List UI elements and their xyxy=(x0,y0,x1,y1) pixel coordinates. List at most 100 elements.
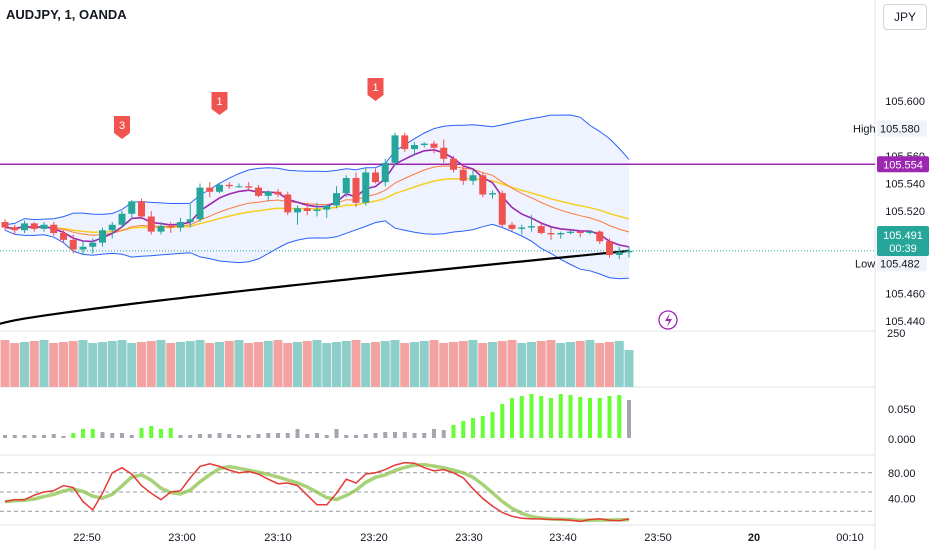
high-value-box xyxy=(877,120,927,137)
price-tick-label: 105.520 xyxy=(885,206,925,218)
volume-bar xyxy=(575,341,585,387)
candle-body xyxy=(264,191,272,196)
price-tick-label: 105.460 xyxy=(885,289,925,301)
symbol-title[interactable]: AUDJPY, 1, OANDA xyxy=(6,7,127,22)
volume-bar xyxy=(49,343,59,387)
volume-bar xyxy=(29,341,39,387)
oscillator-bar xyxy=(324,435,329,438)
candle-body xyxy=(60,233,67,240)
volume-tick-label: 250 xyxy=(887,328,905,340)
low-label: Low xyxy=(855,258,875,270)
candle-body xyxy=(323,205,331,210)
oscillator-bar xyxy=(266,433,271,438)
candle-body xyxy=(459,169,467,181)
oscillator-bar xyxy=(246,435,251,438)
volume-bar xyxy=(176,342,185,387)
volume-bar xyxy=(293,342,302,387)
oscillator-bar xyxy=(422,433,427,438)
osc-tick-label: 0.000 xyxy=(888,434,916,446)
countdown-value: 00:39 xyxy=(889,243,917,255)
volume-bar xyxy=(351,340,361,387)
volume-bar xyxy=(39,340,49,387)
signal-marker: 3 xyxy=(114,116,130,139)
candle-body xyxy=(450,158,457,170)
candle-body xyxy=(79,246,87,250)
oscillator-bar xyxy=(393,432,397,438)
candle-body xyxy=(186,219,194,222)
volume-bar xyxy=(371,342,380,387)
oscillator-bar xyxy=(315,433,319,438)
bollinger-band-fill xyxy=(5,115,629,279)
lightning-icon-bolt xyxy=(665,313,672,327)
candle-body xyxy=(411,145,418,150)
volume-bar xyxy=(78,340,88,387)
candle-body xyxy=(128,201,136,214)
volume-bar xyxy=(527,342,536,387)
oscillator-bar xyxy=(276,433,280,438)
oscillator-bar xyxy=(363,434,368,438)
oscillator-bar xyxy=(110,433,115,438)
volume-bar xyxy=(429,340,439,387)
candle-body xyxy=(313,209,321,211)
oscillator-bar xyxy=(81,429,85,438)
stoch-tick-label: 80.00 xyxy=(888,468,916,480)
oscillator-bar xyxy=(519,396,524,438)
time-tick-label: 23:50 xyxy=(644,532,672,544)
candle-body xyxy=(274,191,282,195)
volume-bar xyxy=(556,343,566,387)
volume-bar xyxy=(585,340,595,387)
candle-body xyxy=(489,193,496,195)
volume-bar xyxy=(478,343,488,387)
candle-body xyxy=(177,222,184,228)
volume-bar xyxy=(468,340,478,387)
signal-marker: 1 xyxy=(211,92,228,115)
bollinger-lower-line xyxy=(4,220,630,280)
high-value: 105.580 xyxy=(880,124,920,136)
volume-bar xyxy=(488,342,497,387)
candle-body xyxy=(498,193,506,225)
oscillator-bar xyxy=(217,433,222,438)
candle-body xyxy=(586,231,594,233)
volume-bar xyxy=(195,340,205,387)
candle-body xyxy=(401,135,409,150)
time-tick-label: 20 xyxy=(748,532,760,544)
oscillator-bar xyxy=(627,400,631,438)
candle-body xyxy=(420,143,428,145)
candle-body xyxy=(547,233,555,235)
oscillator-bar xyxy=(168,428,173,438)
candle-body xyxy=(21,223,28,231)
stoch-k-line xyxy=(4,461,630,523)
volume-bar xyxy=(254,342,263,387)
oscillator-bar xyxy=(471,418,475,438)
volume-bar xyxy=(341,341,351,387)
oscillator-bar xyxy=(71,433,76,438)
oscillator-bar xyxy=(539,396,544,438)
last-price-value: 105.491 xyxy=(883,230,923,242)
candle-body xyxy=(352,178,360,203)
candle-body xyxy=(479,175,487,195)
volume-bar xyxy=(98,342,107,387)
oscillator-bar xyxy=(597,398,602,438)
oscillator-bar xyxy=(188,435,193,438)
currency-button[interactable]: JPY xyxy=(883,4,927,30)
candle-body xyxy=(196,187,204,220)
oscillator-bar xyxy=(159,429,163,438)
candle-body xyxy=(167,226,175,228)
volume-bar xyxy=(361,343,371,387)
low-value-box xyxy=(877,255,927,272)
oscillator-bar xyxy=(149,426,154,438)
volume-bar xyxy=(380,341,390,387)
volume-bar xyxy=(546,340,556,387)
candle-body xyxy=(225,184,233,187)
oscillator-bar xyxy=(412,433,417,438)
time-tick-label: 22:50 xyxy=(73,532,101,544)
oscillator-bar xyxy=(451,425,456,438)
low-value: 105.482 xyxy=(880,258,920,270)
volume-bar xyxy=(10,343,20,387)
volume-bar xyxy=(517,343,527,387)
candle-body xyxy=(138,201,145,217)
candle-body xyxy=(469,175,477,181)
candle-body xyxy=(333,193,340,206)
bollinger-upper-line xyxy=(4,114,630,226)
